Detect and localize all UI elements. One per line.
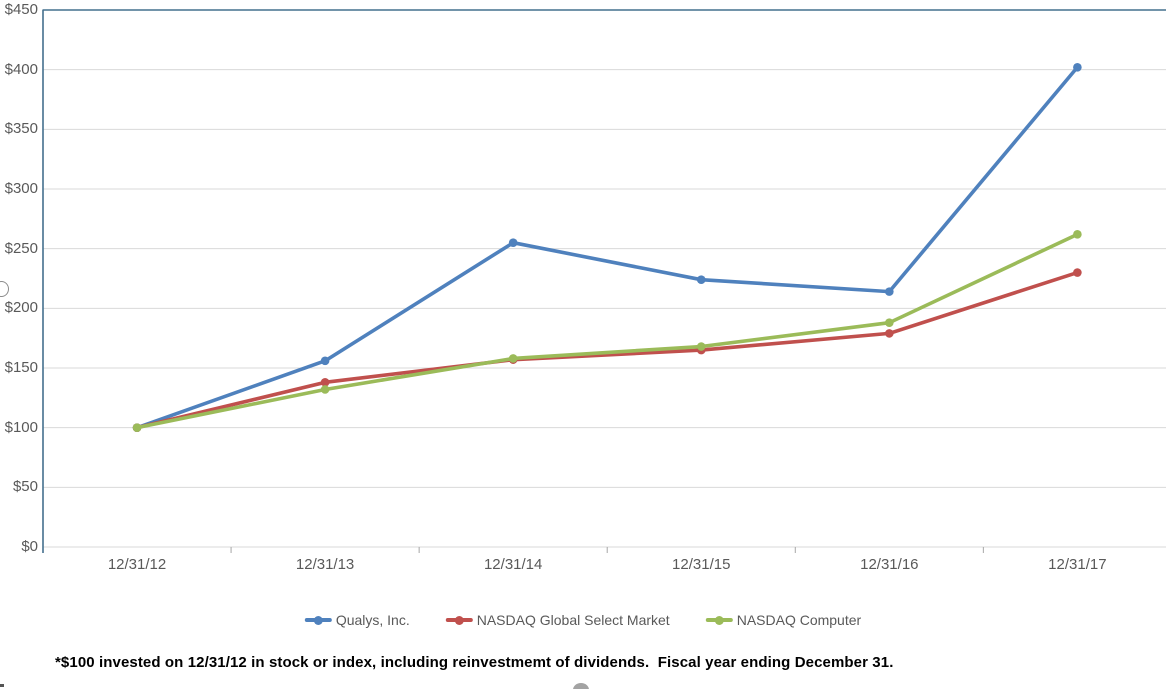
series-marker-1 [320,356,330,366]
series-marker-3 [508,354,518,363]
x-axis-label: 12/31/17 [1048,556,1107,573]
y-axis-label: $0 [21,538,38,555]
legend-line-marker-icon [304,615,332,625]
series-marker-3 [885,318,894,327]
y-axis-label: $300 [4,180,38,197]
legend-dot-icon [454,615,464,625]
series-marker-3 [696,342,706,351]
series-marker-1 [1073,62,1082,72]
legend-dot-icon [714,615,724,625]
series-marker-1 [696,275,706,284]
legend-label: NASDAQ Global Select Market [476,612,670,628]
x-axis-label: 12/31/13 [295,556,355,573]
series-line-1 [135,65,1080,430]
series-marker-2 [885,329,894,338]
y-axis-label: $350 [4,120,38,138]
legend-line-marker-icon [445,615,473,625]
x-axis-label: 12/31/15 [672,556,731,573]
legend-line-marker-icon [705,615,733,625]
y-axis-label: $50 [12,478,38,496]
series-marker-2 [1073,268,1082,277]
legend-item: Qualys, Inc. [304,612,410,628]
corner-speck [0,684,4,687]
bottom-edge-blob [573,683,589,689]
legend-item: NASDAQ Global Select Market [445,612,670,628]
x-axis-label: 12/31/12 [107,556,167,573]
series-marker-3 [132,423,142,432]
y-axis-label: $100 [4,418,38,436]
series-marker-1 [508,238,518,247]
x-axis: 12/31/12 12/31/13 12/31/14 12/31/15 12/31/16… [0,556,1166,576]
legend-dot-icon [313,615,323,625]
y-axis: $0 $50 $100 $150 $200 $250 $300 $350 $400 $450 [0,0,38,560]
series-marker-2 [320,378,330,387]
series-marker-3 [320,385,330,394]
series-marker-1 [885,287,894,296]
footnote-text: *$100 invested on 12/31/12 in stock or i… [55,654,894,671]
legend-item: NASDAQ Computer [705,612,862,628]
x-axis-label: 12/31/14 [483,556,543,573]
y-axis-label: $150 [4,359,38,376]
chart-legend: Qualys, Inc. NASDAQ Global Select Market N… [304,612,862,628]
legend-label: Qualys, Inc. [335,612,410,628]
series-marker-3 [1073,230,1082,239]
y-axis-label: $450 [4,1,38,18]
series-line-3 [135,232,1080,430]
y-axis-label: $250 [4,239,38,257]
y-axis-label: $200 [4,299,38,317]
series-line-2 [135,270,1080,430]
x-axis-label: 12/31/16 [860,556,919,573]
y-axis-label: $400 [4,60,38,78]
legend-label: NASDAQ Computer [736,612,862,628]
